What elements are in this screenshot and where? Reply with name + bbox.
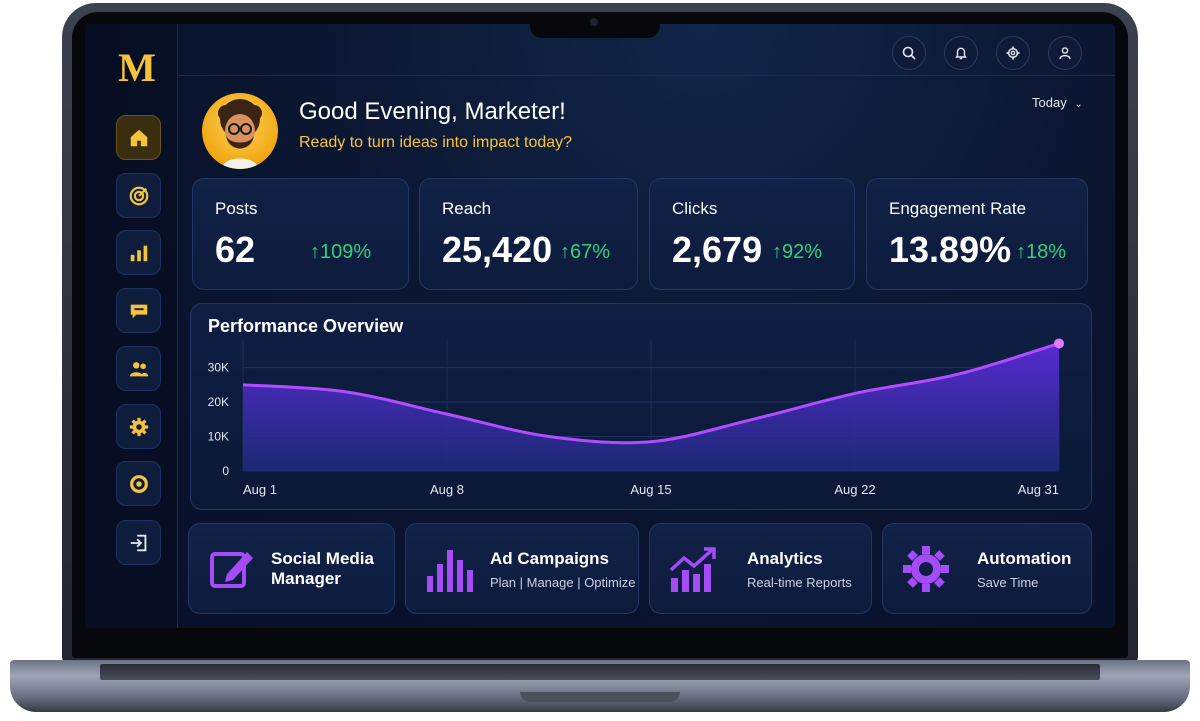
feature-card-automation[interactable]: Automation Save Time [882, 523, 1092, 614]
stat-change-value: 18% [1026, 241, 1067, 263]
stat-card-clicks[interactable]: Clicks 2,679 ↑92% [649, 178, 855, 290]
sidebar-item-team[interactable] [116, 346, 161, 391]
stat-change: ↑109% [310, 241, 371, 264]
profile-button[interactable] [1048, 36, 1082, 70]
user-icon [1059, 47, 1071, 60]
camera-icon [590, 18, 598, 26]
x-tick-label: Aug 31 [1018, 482, 1059, 497]
feature-card-ad-campaigns[interactable]: Ad Campaigns Plan | Manage | Optimize [405, 523, 639, 614]
avatar[interactable] [202, 93, 278, 169]
performance-chart[interactable]: 0 10K 20K 30K Aug 1 Aug 8 Aug 15 Aug 22 Aug 31 [191, 304, 1093, 511]
feature-subtitle: Save Time [977, 575, 1039, 590]
settings-button[interactable] [996, 36, 1030, 70]
y-tick-label: 10K [208, 430, 229, 444]
stat-change: ↑18% [1016, 241, 1066, 264]
stat-change-value: 92% [782, 241, 823, 263]
chat-icon [130, 304, 147, 318]
stat-card-posts[interactable]: Posts 62 ↑109% [192, 178, 409, 290]
stat-card-reach[interactable]: Reach 25,420 ↑67% [419, 178, 638, 290]
bell-icon [955, 47, 967, 60]
feature-title: Ad Campaigns [490, 549, 610, 568]
search-icon [902, 46, 916, 60]
sidebar-item-logout[interactable] [116, 520, 161, 565]
x-tick-label: Aug 15 [630, 482, 671, 497]
chart-area [243, 343, 1059, 471]
arrow-up-icon: ↑ [772, 241, 782, 263]
users-icon [129, 361, 148, 376]
laptop-opening-notch [520, 692, 680, 702]
dashboard-screen: M [85, 24, 1115, 628]
date-filter-label: Today [1032, 95, 1067, 110]
chevron-down-icon: ⌄ [1074, 99, 1083, 110]
bars-icon [427, 550, 473, 592]
chart-title: Performance Overview [208, 316, 404, 336]
sidebar-item-support[interactable] [116, 461, 161, 506]
support-icon [129, 474, 148, 493]
brand-logo[interactable]: M [118, 45, 156, 90]
date-filter-dropdown[interactable]: Today ⌄ [1032, 95, 1083, 110]
feature-title-line: Social Media [271, 549, 374, 568]
stat-change: ↑92% [772, 241, 822, 264]
feature-card-social-media[interactable]: Social Media Manager [188, 523, 395, 614]
x-tick-label: Aug 8 [430, 482, 464, 497]
feature-title: Social Media Manager [271, 549, 374, 589]
arrow-up-icon: ↑ [1016, 241, 1026, 263]
sidebar: M [85, 24, 178, 628]
feature-title-line: Manager [271, 569, 341, 588]
sidebar-item-messages[interactable] [116, 288, 161, 333]
chart-line [242, 342, 1060, 445]
target-icon [129, 186, 148, 205]
data-point[interactable] [1054, 338, 1064, 349]
bar-chart-icon [130, 245, 147, 261]
greeting-subtitle: Ready to turn ideas into impact today? [299, 134, 573, 151]
edit-icon [210, 552, 253, 588]
stat-label: Posts [215, 199, 258, 218]
feature-subtitle: Real-time Reports [747, 575, 852, 590]
home-icon [130, 129, 147, 146]
performance-overview-card: Performance Overview 0 10K 20K 30K Aug 1 Aug … [190, 303, 1092, 510]
sidebar-item-stats[interactable] [116, 230, 161, 275]
settings-icon [1006, 46, 1020, 60]
stat-label: Engagement Rate [889, 199, 1027, 218]
y-tick-label: 30K [208, 361, 229, 375]
stat-value: 25,420 [442, 229, 553, 270]
stat-value: 62 [215, 229, 256, 270]
y-tick-label: 0 [222, 464, 229, 478]
gear-icon [903, 546, 949, 592]
x-tick-label: Aug 1 [243, 482, 277, 497]
arrow-up-icon: ↑ [560, 241, 570, 263]
trend-icon [669, 547, 716, 592]
greeting-title: Good Evening, Marketer! [299, 98, 566, 125]
search-button[interactable] [892, 36, 926, 70]
sidebar-item-goals[interactable] [116, 173, 161, 218]
stat-label: Clicks [672, 199, 718, 218]
stat-value: 2,679 [672, 229, 763, 270]
sidebar-item-home[interactable] [116, 115, 161, 160]
stat-change-value: 67% [570, 241, 611, 263]
y-tick-label: 20K [208, 395, 229, 409]
feature-subtitle: Plan | Manage | Optimize [490, 575, 636, 590]
logout-icon [130, 534, 146, 551]
stat-change: ↑67% [560, 241, 610, 264]
keyboard-edge [100, 664, 1100, 680]
feature-card-analytics[interactable]: Analytics Real-time Reports [649, 523, 872, 614]
avatar-illustration [218, 99, 262, 169]
sidebar-item-settings[interactable] [116, 404, 161, 449]
feature-title: Analytics [747, 549, 823, 568]
feature-title: Automation [977, 549, 1072, 568]
stat-label: Reach [442, 199, 492, 218]
top-bar [178, 24, 1115, 76]
stat-value: 13.89% [889, 229, 1012, 270]
arrow-up-icon: ↑ [310, 241, 320, 263]
stat-change-value: 109% [320, 241, 372, 263]
x-tick-label: Aug 22 [834, 482, 875, 497]
stat-card-engagement-rate[interactable]: Engagement Rate 13.89% ↑18% [866, 178, 1088, 290]
notifications-button[interactable] [944, 36, 978, 70]
gear-icon [129, 417, 148, 436]
